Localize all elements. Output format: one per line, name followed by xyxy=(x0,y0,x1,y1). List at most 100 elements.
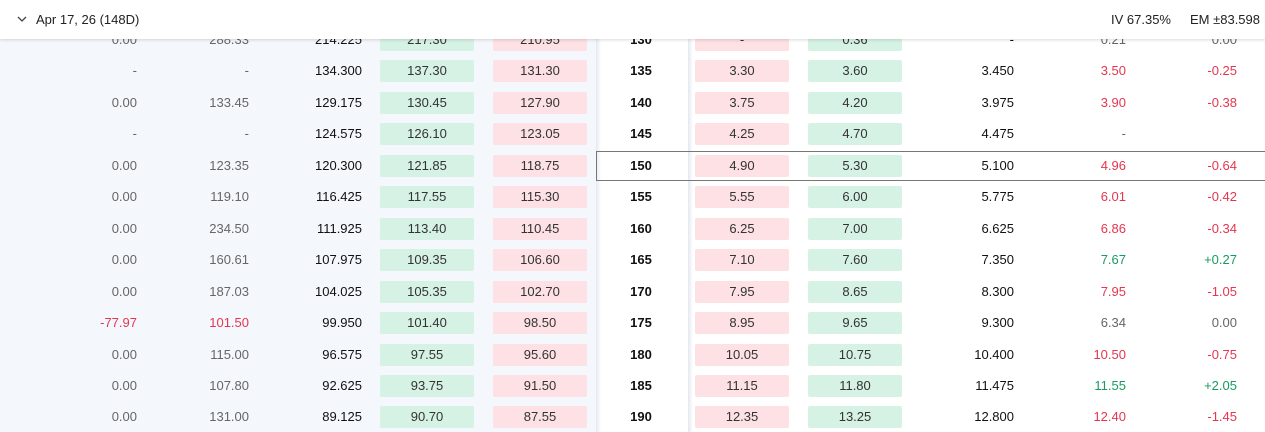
strike: 170 xyxy=(630,283,652,299)
call-change: 101.50 xyxy=(209,315,249,331)
strike: 160 xyxy=(630,220,652,236)
put-bid: 3.75 xyxy=(695,91,789,114)
call-mark: 92.625 xyxy=(322,377,362,393)
call-volume: 0.00 xyxy=(111,409,137,425)
put-bid: 11.15 xyxy=(695,374,789,397)
put-mark: 7.350 xyxy=(981,252,1014,268)
strike: 150 xyxy=(630,157,652,173)
strike: 185 xyxy=(630,377,652,393)
call-ask: 91.50 xyxy=(493,374,587,397)
put-ask: 3.60 xyxy=(808,60,902,83)
put-bid: 3.30 xyxy=(695,60,789,83)
call-change: 115.00 xyxy=(210,346,249,362)
put-change: -1.05 xyxy=(1207,283,1237,299)
call-volume: 0.00 xyxy=(111,283,137,299)
divider xyxy=(688,0,693,432)
call-ask: 106.60 xyxy=(493,249,587,272)
call-ask: 127.90 xyxy=(493,91,587,114)
call-change: 234.50 xyxy=(209,220,249,236)
call-bid: 130.45 xyxy=(380,91,474,114)
put-change: -1.45 xyxy=(1207,409,1237,425)
put-mark: 5.775 xyxy=(981,189,1014,205)
iv-label: IV 67.35% xyxy=(1111,12,1171,27)
put-last: 6.86 xyxy=(1100,220,1126,236)
put-change: -0.42 xyxy=(1207,189,1237,205)
call-change: - xyxy=(244,63,249,79)
call-volume: 0.00 xyxy=(111,189,137,205)
call-mark: 124.575 xyxy=(315,126,362,142)
call-bid: 109.35 xyxy=(380,249,474,272)
call-ask: 110.45 xyxy=(493,217,587,240)
put-bid: 5.55 xyxy=(695,186,789,209)
call-mark: 107.975 xyxy=(315,252,362,268)
call-mark: 120.300 xyxy=(315,157,362,173)
strike: 190 xyxy=(630,409,652,425)
put-mark: 5.100 xyxy=(981,157,1014,173)
call-volume: 0.00 xyxy=(111,346,137,362)
put-ask: 5.30 xyxy=(808,154,902,177)
call-ask: 102.70 xyxy=(493,280,587,303)
put-change: +0.27 xyxy=(1204,252,1237,268)
call-bid: 93.75 xyxy=(380,374,474,397)
put-mark: 12.800 xyxy=(974,409,1014,425)
put-mark: 4.475 xyxy=(981,126,1014,142)
call-volume: 0.00 xyxy=(111,157,137,173)
put-ask: 11.80 xyxy=(808,374,902,397)
expiry-header[interactable]: Apr 17, 26 (148D) IV 67.35% EM ±83.598 xyxy=(0,0,1265,39)
call-volume: 0.00 xyxy=(111,377,137,393)
put-last: 3.90 xyxy=(1100,94,1126,110)
strike: 135 xyxy=(630,63,652,79)
put-last: 6.34 xyxy=(1100,315,1126,331)
call-ask: 131.30 xyxy=(493,60,587,83)
call-mark: 129.175 xyxy=(315,94,362,110)
call-volume: 0.00 xyxy=(111,94,137,110)
put-mark: 11.475 xyxy=(975,377,1014,393)
call-volume: - xyxy=(132,126,137,142)
call-bid: 105.35 xyxy=(380,280,474,303)
put-mark: 6.625 xyxy=(981,220,1014,236)
put-mark: 3.450 xyxy=(981,63,1014,79)
put-ask: 9.65 xyxy=(808,312,902,335)
call-mark: 116.425 xyxy=(315,189,362,205)
put-last: 7.67 xyxy=(1100,252,1126,268)
call-ask: 95.60 xyxy=(493,343,587,366)
put-ask: 6.00 xyxy=(808,186,902,209)
call-mark: 104.025 xyxy=(315,283,362,299)
call-change: 131.00 xyxy=(209,409,249,425)
call-change: 107.80 xyxy=(209,377,249,393)
call-mark: 134.300 xyxy=(315,63,362,79)
strike: 155 xyxy=(630,189,652,205)
call-bid: 113.40 xyxy=(380,217,474,240)
call-bid: 101.40 xyxy=(380,312,474,335)
put-ask: 10.75 xyxy=(808,343,902,366)
call-change: - xyxy=(244,126,249,142)
call-change: 160.61 xyxy=(209,252,249,268)
put-ask: 7.60 xyxy=(808,249,902,272)
put-mark: 9.300 xyxy=(981,315,1014,331)
strike: 180 xyxy=(630,346,652,362)
put-change: -0.64 xyxy=(1207,157,1237,173)
put-mark: 8.300 xyxy=(981,283,1014,299)
put-change: 0.00 xyxy=(1211,315,1237,331)
put-ask: 4.20 xyxy=(808,91,902,114)
call-volume: -77.97 xyxy=(100,315,137,331)
call-volume: 0.00 xyxy=(111,252,137,268)
put-mark: 10.400 xyxy=(974,346,1014,362)
put-last: 4.96 xyxy=(1100,157,1126,173)
put-ask: 8.65 xyxy=(808,280,902,303)
put-bid: 10.05 xyxy=(695,343,789,366)
call-mark: 99.950 xyxy=(322,315,362,331)
put-last: - xyxy=(1121,126,1126,142)
call-volume: - xyxy=(132,63,137,79)
put-change: -0.38 xyxy=(1207,94,1237,110)
put-mark: - xyxy=(1009,32,1014,47)
strike: 175 xyxy=(630,315,652,331)
put-bid: 7.95 xyxy=(695,280,789,303)
call-ask: 123.05 xyxy=(493,123,587,146)
call-mark: 111.925 xyxy=(316,220,362,236)
put-ask: 4.70 xyxy=(808,123,902,146)
put-change: +2.05 xyxy=(1204,377,1237,393)
put-mark: 3.975 xyxy=(981,94,1014,110)
put-last: 10.50 xyxy=(1093,346,1126,362)
